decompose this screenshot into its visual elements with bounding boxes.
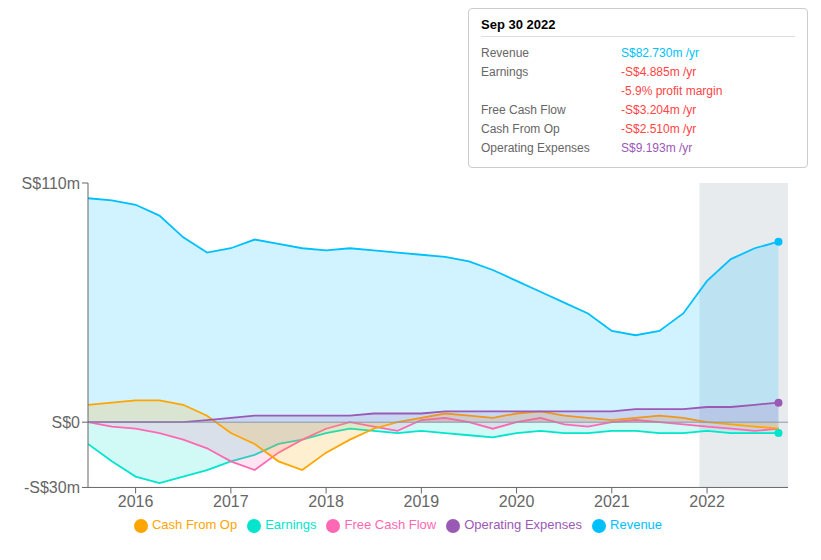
- html-text:Free Cash Flow: Free Cash Flow: [481, 102, 566, 117]
- html-text:-S$3.204m /yr: -S$3.204m /yr: [621, 102, 697, 117]
- html-text:Earnings: Earnings: [265, 517, 317, 533]
- html-text:Revenue: Revenue: [610, 517, 663, 533]
- svg-text:2016: 2016: [118, 493, 154, 510]
- html-text:Cash From Op: Cash From Op: [481, 121, 560, 136]
- html-text:Earnings: Earnings: [481, 64, 529, 79]
- svg-text:2021: 2021: [594, 493, 630, 510]
- svg-text:S$110m: S$110m: [22, 175, 80, 192]
- html-text:Free Cash Flow: Free Cash Flow: [344, 517, 437, 533]
- html-text:S$82.730m /yr: S$82.730m /yr: [621, 45, 699, 60]
- svg-text:2022: 2022: [689, 493, 725, 510]
- svg-text:2018: 2018: [308, 493, 344, 510]
- html-text:-S$2.510m /yr: -S$2.510m /yr: [621, 121, 697, 136]
- html-text:-5.9% profit margin: -5.9% profit margin: [621, 83, 723, 98]
- svg-text:2019: 2019: [404, 493, 440, 510]
- html-text:-S$4.885m /yr: -S$4.885m /yr: [621, 64, 697, 79]
- html-text:Revenue: Revenue: [481, 45, 529, 60]
- html-text:Operating Expenses: Operating Expenses: [481, 140, 590, 155]
- html-text:Cash From Op: Cash From Op: [151, 517, 238, 533]
- html-text:Sep 30 2022: Sep 30 2022: [481, 17, 556, 32]
- svg-text:2020: 2020: [499, 493, 535, 510]
- html-text:Operating Expenses: Operating Expenses: [464, 517, 582, 533]
- svg-text:S$0: S$0: [52, 414, 81, 431]
- svg-text:2017: 2017: [213, 493, 249, 510]
- svg-text:-S$30m: -S$30m: [24, 479, 80, 496]
- html-text:S$9.193m /yr: S$9.193m /yr: [621, 140, 693, 155]
